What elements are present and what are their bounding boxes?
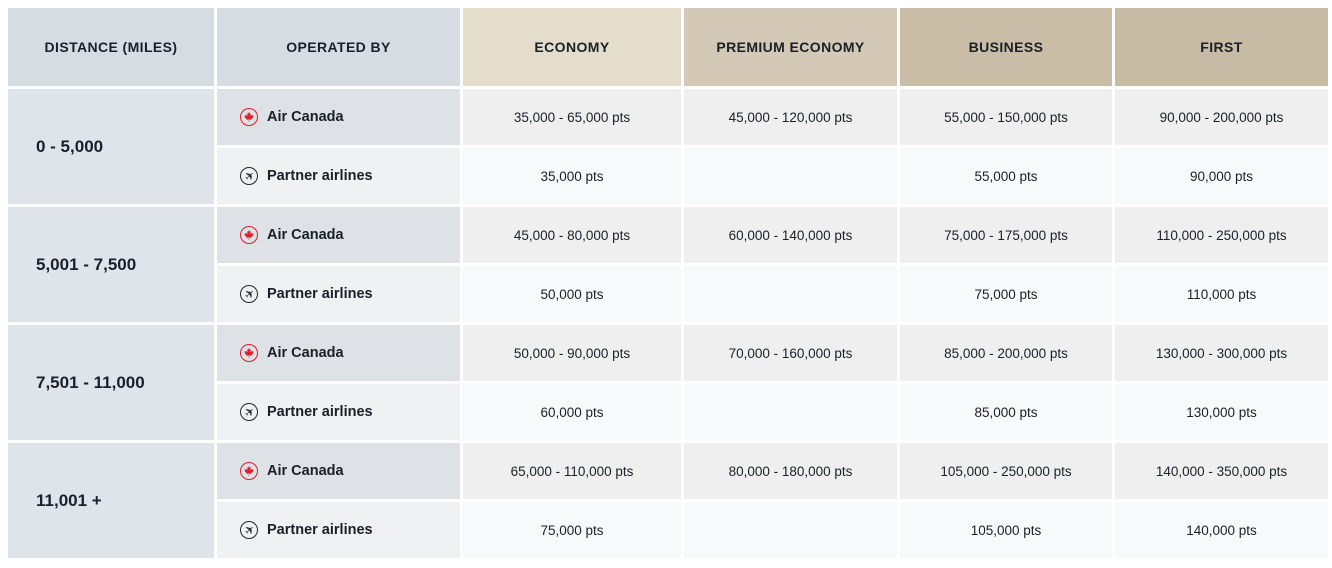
airplane-icon: ✈ (240, 285, 259, 303)
points-cell-premium-economy (684, 384, 897, 440)
points-cell-premium-economy (684, 266, 897, 322)
header-economy: ECONOMY (463, 8, 681, 86)
distance-cell: 7,501 - 11,000 (8, 325, 214, 440)
points-cell-first: 140,000 - 350,000 pts (1115, 443, 1328, 499)
points-cell-first: 90,000 - 200,000 pts (1115, 89, 1328, 145)
points-cell-premium-economy: 70,000 - 160,000 pts (684, 325, 897, 381)
points-cell-business: 55,000 - 150,000 pts (900, 89, 1112, 145)
operator-cell-partner-airlines: ✈ Partner airlines (217, 384, 460, 440)
operator-cell-partner-airlines: ✈ Partner airlines (217, 266, 460, 322)
operator-cell-partner-airlines: ✈ Partner airlines (217, 502, 460, 558)
header-business: BUSINESS (900, 8, 1112, 86)
header-distance: DISTANCE (MILES) (8, 8, 214, 86)
airplane-icon: ✈ (240, 521, 259, 539)
points-cell-business: 85,000 - 200,000 pts (900, 325, 1112, 381)
maple-leaf-icon (240, 108, 258, 126)
points-cell-economy: 35,000 pts (463, 148, 681, 204)
maple-leaf-icon (240, 462, 258, 480)
operator-cell-partner-airlines: ✈ Partner airlines (217, 148, 460, 204)
points-cell-first: 140,000 pts (1115, 502, 1328, 558)
operator-label: Partner airlines (267, 286, 373, 302)
distance-cell: 5,001 - 7,500 (8, 207, 214, 322)
maple-leaf-icon (240, 226, 258, 244)
operator-label: Air Canada (267, 109, 344, 125)
points-cell-business: 105,000 - 250,000 pts (900, 443, 1112, 499)
points-cell-first: 110,000 - 250,000 pts (1115, 207, 1328, 263)
points-cell-economy: 60,000 pts (463, 384, 681, 440)
header-operated-by: OPERATED BY (217, 8, 460, 86)
airplane-icon: ✈ (240, 403, 259, 421)
points-cell-premium-economy (684, 502, 897, 558)
operator-label: Air Canada (267, 345, 344, 361)
points-cell-economy: 50,000 - 90,000 pts (463, 325, 681, 381)
points-cell-business: 55,000 pts (900, 148, 1112, 204)
flight-rewards-table: DISTANCE (MILES) OPERATED BY ECONOMY PRE… (8, 8, 1328, 558)
points-cell-business: 75,000 pts (900, 266, 1112, 322)
points-cell-premium-economy: 45,000 - 120,000 pts (684, 89, 897, 145)
points-cell-premium-economy: 60,000 - 140,000 pts (684, 207, 897, 263)
airplane-icon: ✈ (240, 167, 259, 185)
points-cell-economy: 75,000 pts (463, 502, 681, 558)
points-cell-premium-economy: 80,000 - 180,000 pts (684, 443, 897, 499)
operator-cell-air-canada: Air Canada (217, 89, 460, 145)
distance-cell: 11,001 + (8, 443, 214, 558)
operator-cell-air-canada: Air Canada (217, 325, 460, 381)
header-premium-economy: PREMIUM ECONOMY (684, 8, 897, 86)
points-cell-first: 90,000 pts (1115, 148, 1328, 204)
operator-label: Partner airlines (267, 404, 373, 420)
points-cell-premium-economy (684, 148, 897, 204)
points-cell-first: 130,000 pts (1115, 384, 1328, 440)
points-cell-business: 85,000 pts (900, 384, 1112, 440)
operator-cell-air-canada: Air Canada (217, 443, 460, 499)
distance-cell: 0 - 5,000 (8, 89, 214, 204)
operator-label: Air Canada (267, 463, 344, 479)
points-cell-economy: 35,000 - 65,000 pts (463, 89, 681, 145)
points-cell-business: 105,000 pts (900, 502, 1112, 558)
points-cell-economy: 45,000 - 80,000 pts (463, 207, 681, 263)
operator-label: Partner airlines (267, 522, 373, 538)
maple-leaf-icon (240, 344, 258, 362)
operator-label: Air Canada (267, 227, 344, 243)
points-cell-first: 110,000 pts (1115, 266, 1328, 322)
points-cell-first: 130,000 - 300,000 pts (1115, 325, 1328, 381)
points-cell-economy: 50,000 pts (463, 266, 681, 322)
operator-cell-air-canada: Air Canada (217, 207, 460, 263)
operator-label: Partner airlines (267, 168, 373, 184)
header-first: FIRST (1115, 8, 1328, 86)
points-cell-business: 75,000 - 175,000 pts (900, 207, 1112, 263)
points-cell-economy: 65,000 - 110,000 pts (463, 443, 681, 499)
